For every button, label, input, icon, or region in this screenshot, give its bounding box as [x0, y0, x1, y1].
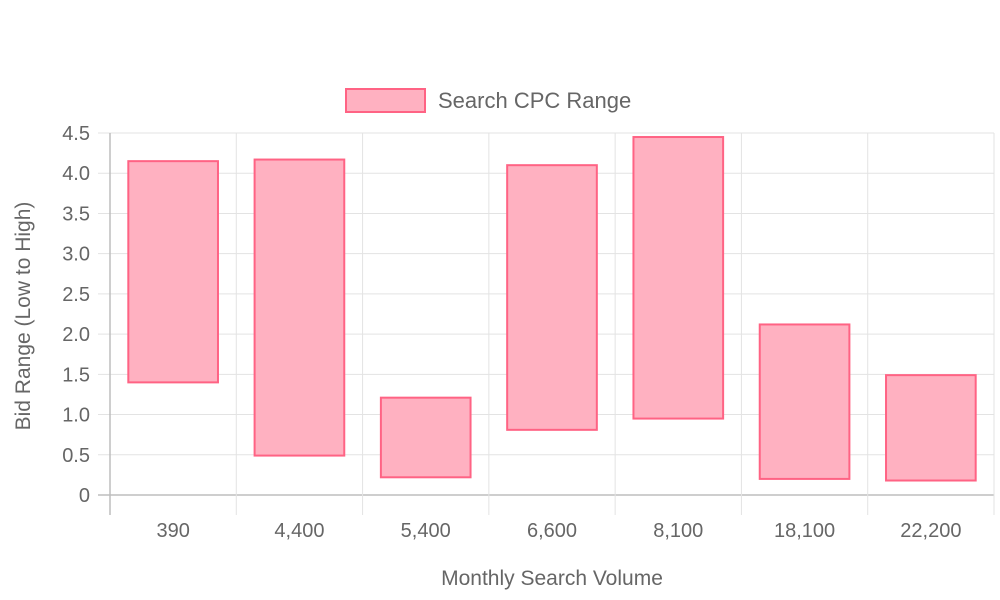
range-bar[interactable] — [127, 160, 219, 384]
x-tick-label: 8,100 — [653, 520, 703, 542]
x-tick-label: 6,600 — [527, 520, 577, 542]
x-axis-title: Monthly Search Volume — [441, 567, 663, 590]
range-bar[interactable] — [379, 396, 472, 479]
y-axis-title: Bid Range (Low to High) — [12, 202, 35, 431]
range-bar[interactable] — [506, 164, 598, 431]
y-tick-label: 0.5 — [62, 445, 90, 467]
bars — [127, 136, 977, 482]
y-tick-label: 4.0 — [62, 163, 90, 185]
y-tick-label: 2.0 — [62, 324, 90, 346]
y-tick-label: 1.5 — [62, 364, 90, 386]
range-bar[interactable] — [885, 374, 977, 482]
y-tick-label: 3.5 — [62, 203, 90, 225]
legend-label[interactable]: Search CPC Range — [438, 88, 631, 113]
range-bar[interactable] — [632, 136, 725, 420]
legend-swatch[interactable] — [345, 88, 426, 113]
axes: 0 0.5 1.0 1.5 2.0 2.5 3.0 3.5 4.0 4.5 390 4,400 5,40… — [62, 123, 961, 542]
y-tick-label: 2.5 — [62, 284, 90, 306]
y-tick-label: 0 — [79, 485, 90, 507]
x-tick-label: 5,400 — [401, 520, 451, 542]
y-tick-label: 3.0 — [62, 244, 90, 266]
range-bar[interactable] — [758, 323, 851, 480]
x-tick-label: 22,200 — [900, 520, 961, 542]
y-tick-label: 1.0 — [62, 405, 90, 427]
y-tick-label: 4.5 — [62, 123, 90, 145]
legend[interactable]: Search CPC Range — [345, 88, 631, 113]
x-tick-label: 18,100 — [774, 520, 835, 542]
x-tick-label: 4,400 — [274, 520, 324, 542]
x-tick-label: 390 — [156, 520, 189, 542]
range-bar[interactable] — [253, 158, 346, 457]
